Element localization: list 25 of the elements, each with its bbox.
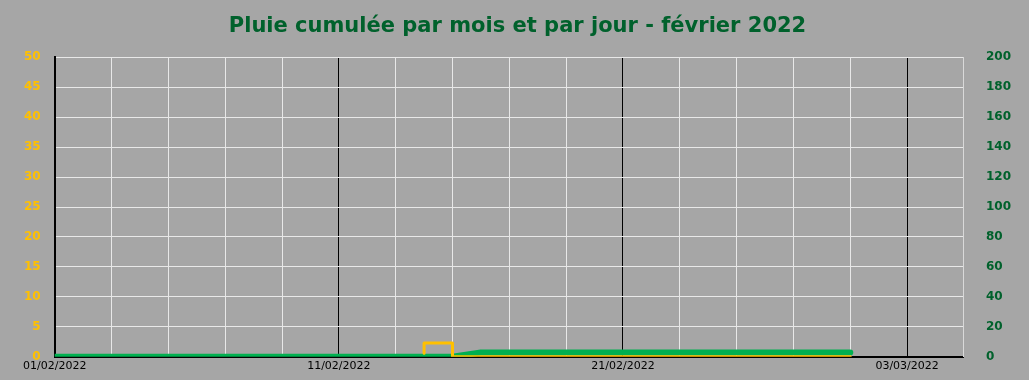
y-tick-label: 45 (24, 79, 41, 94)
y-tick-label: 40 (24, 109, 41, 124)
x-tick-label: 21/02/2022 (591, 359, 655, 373)
y2-tick-label: 120 (985, 169, 1012, 184)
y-tick-label: 50 (24, 49, 41, 64)
y2-tick-label: 40 (985, 289, 1003, 304)
y-tick-label: 5 (32, 318, 41, 333)
x-tick-label: 11/02/2022 (307, 359, 371, 373)
y2-tick-label: 140 (985, 139, 1012, 154)
y-tick-label: 35 (24, 139, 41, 154)
y-tick-label: 10 (24, 289, 41, 304)
y-tick-label: 25 (24, 199, 41, 214)
y2-tick-label: 20 (985, 318, 1003, 333)
y2-tick-label: 180 (985, 79, 1012, 94)
y2-tick-label: 200 (985, 49, 1012, 64)
y2-tick-label: 80 (985, 229, 1003, 244)
y2-tick-label: 100 (985, 199, 1012, 214)
y-tick-label: 15 (24, 259, 41, 274)
y2-tick-label: 160 (985, 109, 1012, 124)
y-tick-label: 20 (24, 229, 41, 244)
x-tick-label: 03/03/2022 (875, 359, 939, 373)
y2-tick-label: 0 (985, 348, 995, 363)
y2-tick-label: 60 (985, 259, 1003, 274)
chart-title: Pluie cumulée par mois et par jour - février 2022 (228, 13, 807, 38)
y-tick-label: 30 (24, 169, 41, 184)
